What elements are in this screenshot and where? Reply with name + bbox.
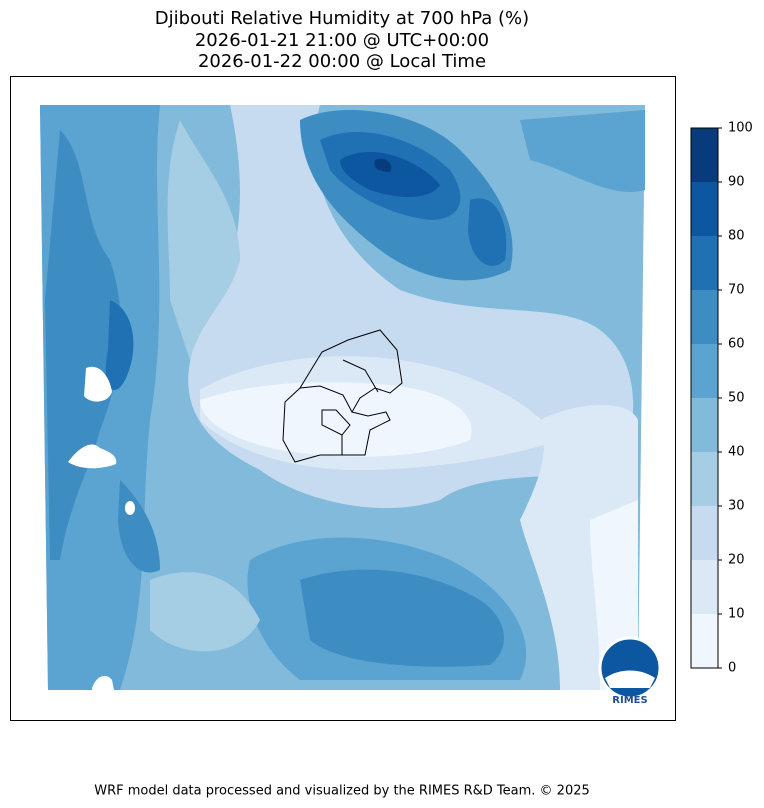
country-borders xyxy=(282,329,403,463)
colorbar-band xyxy=(691,614,718,668)
colorbar-band xyxy=(691,182,718,236)
colorbar-tick-label: 40 xyxy=(728,445,745,460)
colorbar-band xyxy=(691,128,718,182)
colorbar-tick-label: 100 xyxy=(728,121,753,136)
colorbar-band xyxy=(691,344,718,398)
colorbar-tick-label: 0 xyxy=(728,661,736,676)
colorbar-tick-label: 60 xyxy=(728,337,745,352)
colorbar-tick-label: 30 xyxy=(728,499,745,514)
colorbar-tick-label: 50 xyxy=(728,391,745,406)
colorbar-band xyxy=(691,506,718,560)
colorbar-band xyxy=(691,452,718,506)
colorbar-tick-label: 10 xyxy=(728,607,745,622)
footer: WRF model data processed and visualized … xyxy=(94,784,590,799)
colorbar-band xyxy=(691,236,718,290)
logo-text: RIMES xyxy=(612,695,647,706)
logo: RIMES xyxy=(598,636,662,706)
title-line: 2026-01-21 21:00 @ UTC+00:00 xyxy=(195,30,489,51)
colorbar-tick-label: 90 xyxy=(728,175,745,190)
colorbar-band xyxy=(691,398,718,452)
colorbar-tick-label: 80 xyxy=(728,229,745,244)
title-line: Djibouti Relative Humidity at 700 hPa (%… xyxy=(155,8,529,29)
colorbar-band xyxy=(691,290,718,344)
colorbar-tick-label: 20 xyxy=(728,553,745,568)
humidity-field xyxy=(40,105,645,690)
colorbar: 0 10 20 30 40 50 60 70 80 90 100 xyxy=(690,121,753,676)
colorbar-tick-label: 70 xyxy=(728,283,745,298)
title-line: 2026-01-22 00:00 @ Local Time xyxy=(198,51,486,72)
colorbar-band xyxy=(691,560,718,614)
